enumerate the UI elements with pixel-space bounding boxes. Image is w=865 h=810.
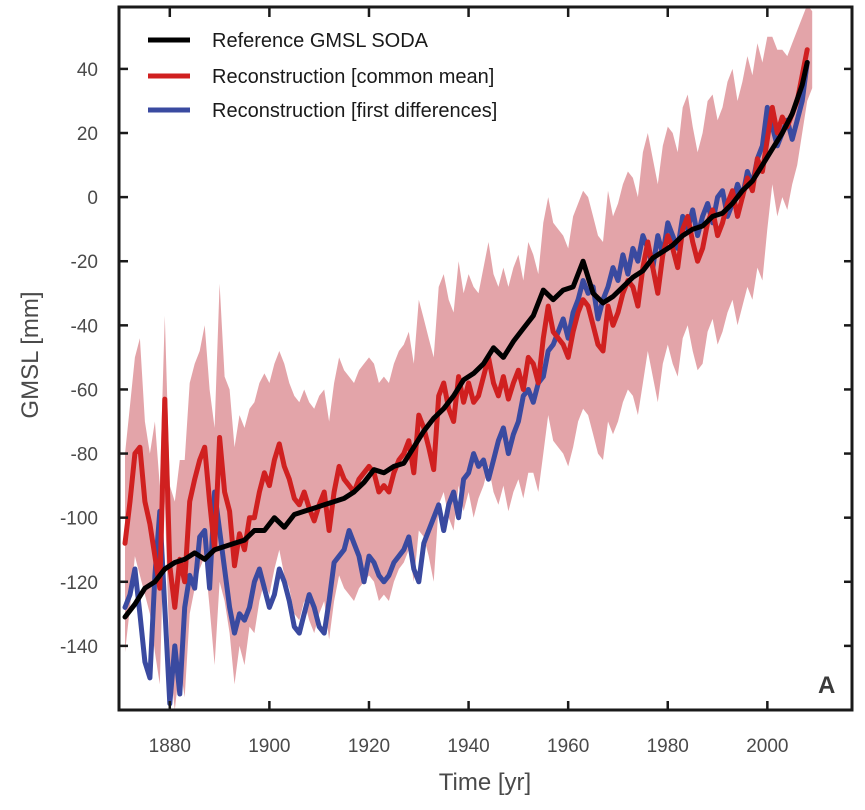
- x-tick-label-1960: 1960: [547, 736, 589, 757]
- panel-label: A: [818, 672, 835, 699]
- y-tick-label-40: 40: [77, 60, 98, 81]
- legend-label-first-differences: Reconstruction [first differences]: [212, 100, 497, 122]
- uncertainty-band: [125, 8, 813, 710]
- y-tick-label--20: -20: [71, 252, 98, 273]
- x-tick-label-1940: 1940: [447, 736, 489, 757]
- y-tick-label--80: -80: [71, 445, 98, 466]
- common-mean-line: [122, 47, 810, 610]
- y-tick-label--60: -60: [71, 380, 98, 401]
- y-tick-label--120: -120: [60, 573, 98, 594]
- x-tick-label-1920: 1920: [348, 736, 390, 757]
- legend: Reference GMSL SODA Reconstruction [comm…: [148, 30, 497, 122]
- y-tick-label-0: 0: [87, 188, 98, 209]
- y-tick-label--40: -40: [71, 316, 98, 337]
- x-axis-title: Time [yr]: [439, 769, 531, 796]
- first-differences-line: [122, 60, 810, 707]
- x-tick-label-2000: 2000: [746, 736, 788, 757]
- legend-label-common-mean: Reconstruction [common mean]: [212, 66, 494, 88]
- x-tick-label-1980: 1980: [647, 736, 689, 757]
- x-tick-label-1900: 1900: [248, 736, 290, 757]
- legend-label-reference: Reference GMSL SODA: [212, 30, 429, 52]
- y-axis-title: GMSL [mm]: [17, 291, 44, 418]
- x-tick-label-1880: 1880: [149, 736, 191, 757]
- y-tick-label-20: 20: [77, 124, 98, 145]
- y-tick-label--140: -140: [60, 637, 98, 658]
- y-tick-label--100: -100: [60, 509, 98, 530]
- reference-gmsl-line: [122, 60, 810, 620]
